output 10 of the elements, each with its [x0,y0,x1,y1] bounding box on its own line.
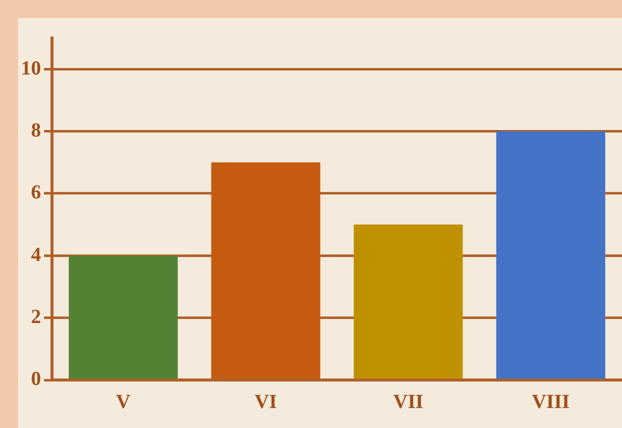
x-tick-label: VII [393,391,424,414]
y-tick-label: 6 [31,182,41,204]
x-tick-label: V [116,391,132,414]
y-tick-label: 0 [31,368,41,390]
x-tick-label: VI [254,391,278,414]
y-tick-label: 2 [31,306,41,328]
x-tick-label: VIII [532,391,570,414]
y-tick-label: 10 [21,57,41,80]
y-tick-label: 4 [31,244,41,266]
y-tick-label: 8 [31,119,41,142]
